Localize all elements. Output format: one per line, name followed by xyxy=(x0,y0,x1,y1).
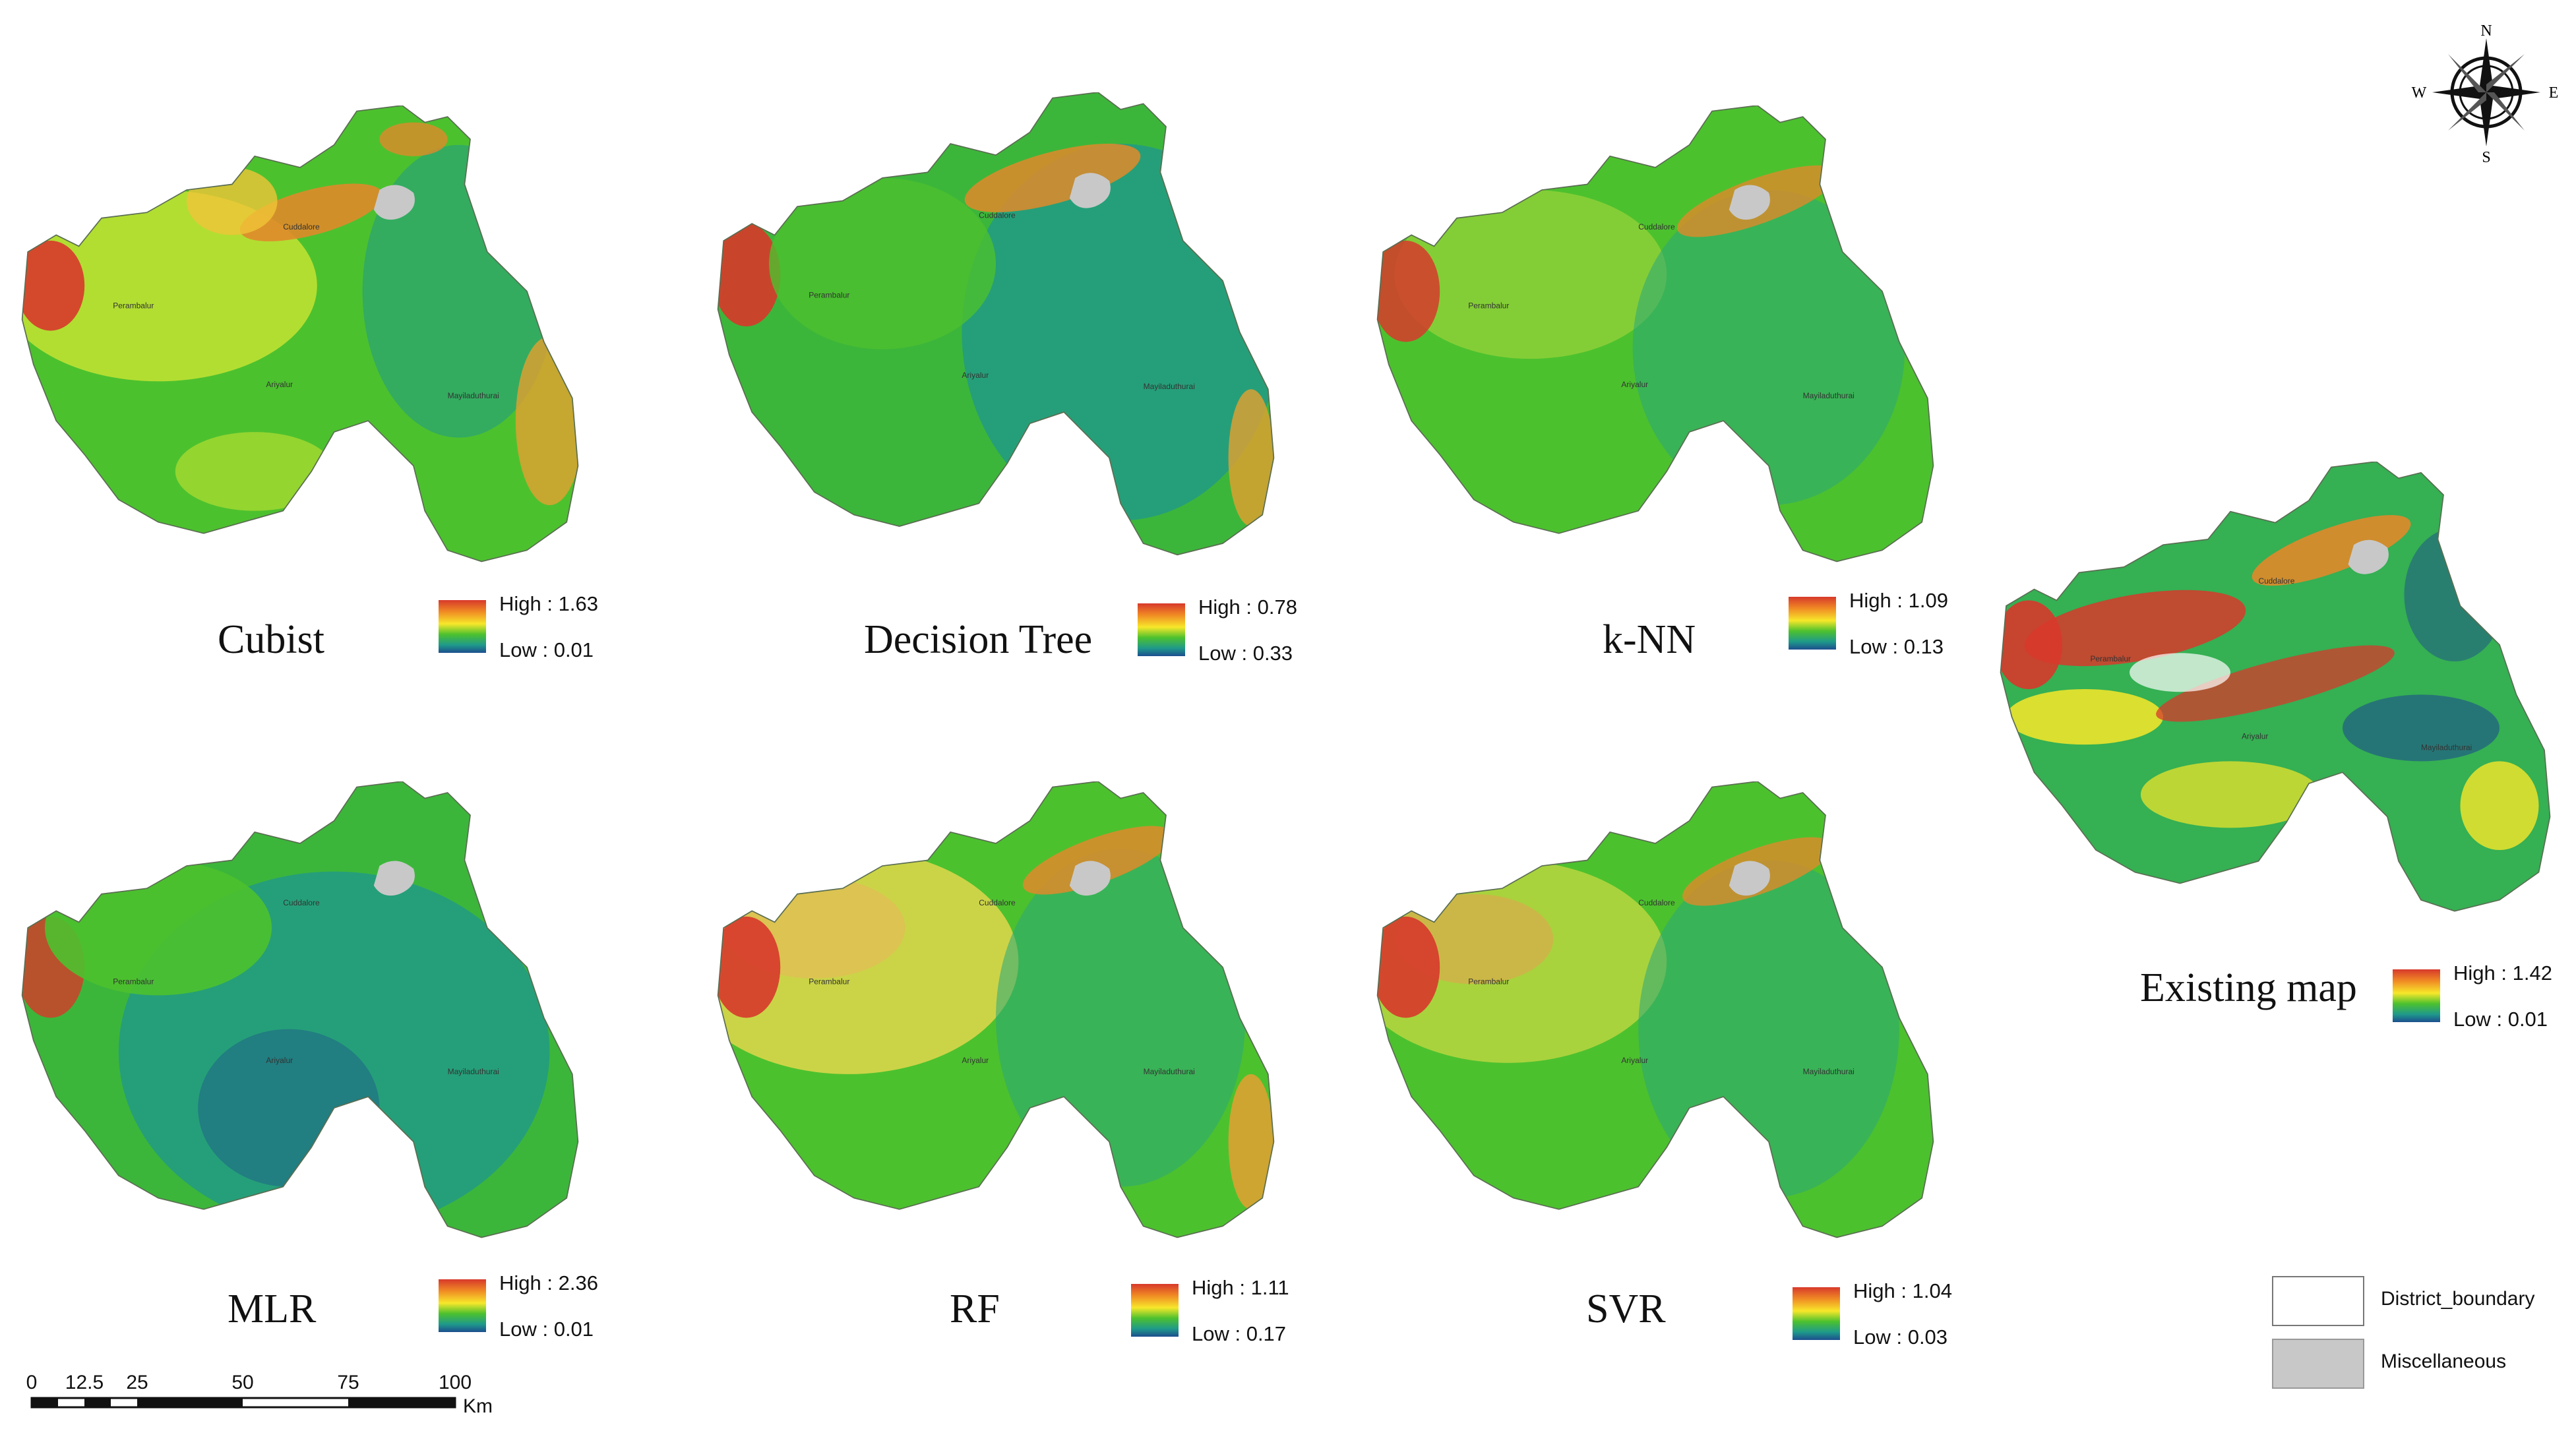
legend-low: Low : 0.13 xyxy=(1849,635,1944,658)
svg-text:Cuddalore: Cuddalore xyxy=(979,210,1016,220)
color-ramp xyxy=(439,1279,486,1332)
scale-tick: 75 xyxy=(337,1372,359,1393)
legend-high: High : 1.04 xyxy=(1853,1279,1952,1302)
legend-knn: High : 1.09 Low : 0.13 xyxy=(1789,589,1960,661)
color-ramp xyxy=(439,600,486,653)
map-decision-tree: Cuddalore Perambalur Ariyalur Mayiladuth… xyxy=(712,92,1279,561)
legend-high: High : 1.42 xyxy=(2453,961,2552,985)
legend-high: High : 1.09 xyxy=(1849,589,1948,612)
legend-rf: High : 1.11 Low : 0.17 xyxy=(1131,1276,1303,1349)
compass-e: E xyxy=(2549,84,2559,102)
panel-title: Decision Tree xyxy=(864,617,1093,662)
legend-low: Low : 0.33 xyxy=(1198,642,1293,665)
legend-high: High : 2.36 xyxy=(499,1271,598,1294)
swatch-misc xyxy=(2272,1339,2364,1389)
scale-unit: Km xyxy=(463,1395,493,1417)
scale-tick: 25 xyxy=(126,1372,148,1393)
legend-svr: High : 1.04 Low : 0.03 xyxy=(1793,1279,1964,1352)
svg-text:Cuddalore: Cuddalore xyxy=(283,898,320,907)
svg-text:Cuddalore: Cuddalore xyxy=(283,222,320,231)
svg-text:Mayiladuthurai: Mayiladuthurai xyxy=(448,1067,499,1076)
color-ramp xyxy=(1789,597,1836,650)
svg-text:Ariyalur: Ariyalur xyxy=(1621,1056,1648,1065)
legend-high: High : 0.78 xyxy=(1198,595,1297,619)
legend-mlr: High : 2.36 Low : 0.01 xyxy=(439,1271,610,1344)
map-mlr: Cuddalore Perambalur Ariyalur Mayiladuth… xyxy=(16,781,584,1243)
legend-cubist: High : 1.63 Low : 0.01 xyxy=(439,592,610,665)
scale-tick: 50 xyxy=(231,1372,253,1393)
panel-title: SVR xyxy=(1586,1287,1666,1331)
color-ramp xyxy=(1131,1284,1179,1337)
panel-title: RF xyxy=(950,1287,1000,1331)
map-svr: Cuddalore Perambalur Ariyalur Mayiladuth… xyxy=(1372,781,1939,1243)
svg-text:Cuddalore: Cuddalore xyxy=(2259,576,2295,586)
legend-low: Low : 0.17 xyxy=(1192,1322,1287,1345)
panel-title: MLR xyxy=(228,1287,317,1331)
svg-text:Ariyalur: Ariyalur xyxy=(962,371,989,380)
legend-low: Low : 0.01 xyxy=(2453,1008,2548,1031)
svg-text:Perambalur: Perambalur xyxy=(1468,301,1509,310)
svg-text:Perambalur: Perambalur xyxy=(113,977,154,986)
north-arrow-icon: N S E W xyxy=(2412,22,2559,165)
color-ramp xyxy=(1793,1287,1840,1340)
svg-text:Ariyalur: Ariyalur xyxy=(1621,380,1648,389)
svg-text:Perambalur: Perambalur xyxy=(2091,654,2131,663)
legend-low: Low : 0.01 xyxy=(499,1318,594,1341)
compass-s: S xyxy=(2482,149,2490,165)
panel-title: Cubist xyxy=(218,617,324,662)
legend-high: High : 1.11 xyxy=(1192,1276,1289,1299)
svg-text:Mayiladuthurai: Mayiladuthurai xyxy=(1803,1067,1855,1076)
scale-tick: 100 xyxy=(439,1372,472,1393)
svg-text:Mayiladuthurai: Mayiladuthurai xyxy=(1144,1067,1195,1076)
svg-text:Ariyalur: Ariyalur xyxy=(266,380,293,389)
svg-text:Mayiladuthurai: Mayiladuthurai xyxy=(1144,382,1195,391)
compass-w: W xyxy=(2412,84,2427,102)
key-label: District_boundary xyxy=(2381,1288,2535,1310)
svg-text:Perambalur: Perambalur xyxy=(809,977,849,986)
legend-decision-tree: High : 0.78 Low : 0.33 xyxy=(1138,595,1309,668)
map-existing: Cuddalore Perambalur Ariyalur Mayiladuth… xyxy=(1995,462,2556,917)
swatch-district xyxy=(2272,1276,2364,1326)
svg-text:Mayiladuthurai: Mayiladuthurai xyxy=(2421,743,2472,752)
map-rf: Cuddalore Perambalur Ariyalur Mayiladuth… xyxy=(712,781,1279,1243)
map-knn: Cuddalore Perambalur Ariyalur Mayiladuth… xyxy=(1372,106,1939,567)
svg-text:Mayiladuthurai: Mayiladuthurai xyxy=(448,391,499,400)
svg-text:Cuddalore: Cuddalore xyxy=(979,898,1016,907)
svg-text:Cuddalore: Cuddalore xyxy=(1638,222,1675,231)
svg-text:Perambalur: Perambalur xyxy=(809,291,849,300)
svg-text:Ariyalur: Ariyalur xyxy=(962,1056,989,1065)
map-cubist: Cuddalore Perambalur Ariyalur Mayiladuth… xyxy=(16,106,584,567)
panel-title: k-NN xyxy=(1603,617,1696,662)
compass-n: N xyxy=(2480,22,2492,40)
svg-text:Perambalur: Perambalur xyxy=(1468,977,1509,986)
svg-text:Perambalur: Perambalur xyxy=(113,301,154,310)
legend-low: Low : 0.01 xyxy=(499,638,594,661)
scale-tick: 0 xyxy=(26,1372,38,1393)
legend-low: Low : 0.03 xyxy=(1853,1325,1948,1349)
color-ramp xyxy=(1138,603,1185,656)
svg-text:Ariyalur: Ariyalur xyxy=(266,1056,293,1065)
legend-existing: High : 1.42 Low : 0.01 xyxy=(2393,961,2564,1034)
key-label: Miscellaneous xyxy=(2381,1351,2507,1372)
scale-bar: 0 12.5 25 50 75 100 Km xyxy=(26,1372,493,1417)
svg-text:Mayiladuthurai: Mayiladuthurai xyxy=(1803,391,1855,400)
scale-tick: 12.5 xyxy=(65,1372,104,1393)
svg-text:Cuddalore: Cuddalore xyxy=(1638,898,1675,907)
svg-text:Ariyalur: Ariyalur xyxy=(2242,732,2268,741)
color-ramp xyxy=(2393,969,2440,1022)
panel-title: Existing map xyxy=(2140,965,2357,1010)
legend-high: High : 1.63 xyxy=(499,592,598,615)
